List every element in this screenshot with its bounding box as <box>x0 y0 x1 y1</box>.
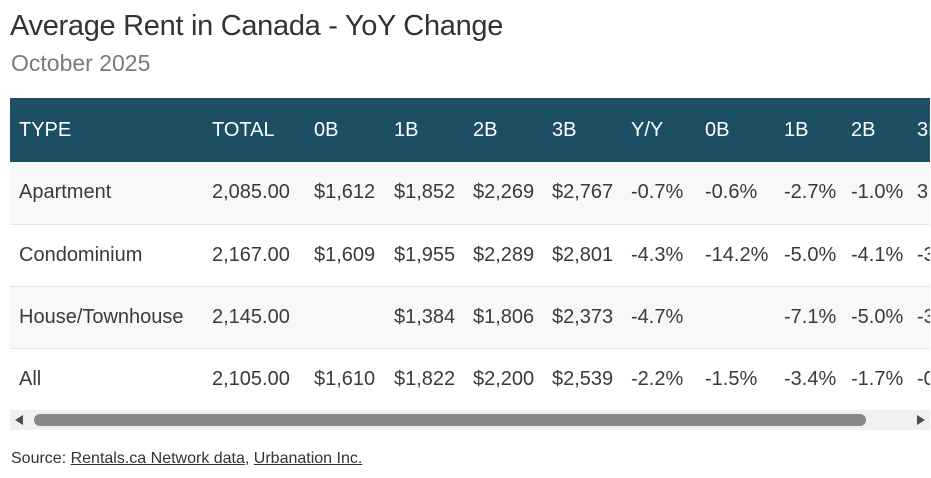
cell-yy: -0.7% <box>622 162 696 225</box>
scrollbar-thumb[interactable] <box>34 414 866 426</box>
cell-yy-2b: -1.7% <box>842 348 908 411</box>
cell-type: Apartment <box>10 162 203 225</box>
column-header-type[interactable]: TYPE <box>19 118 72 141</box>
source-link-rentals[interactable]: Rentals.ca Network data <box>70 450 245 467</box>
cell-yy-3b: -3.9% <box>908 224 930 287</box>
column-header-yy[interactable]: Y/Y <box>631 118 664 141</box>
chart-subtitle: October 2025 <box>11 50 151 76</box>
cell-1b: $1,384 <box>385 286 464 349</box>
source-link-urbanation[interactable]: Urbanation Inc. <box>253 450 363 467</box>
cell-yy-0b <box>696 286 775 349</box>
source-prefix: Source: <box>11 450 71 467</box>
table-row: All 2,105.00 $1,610 $1,822 $2,200 $2,539… <box>10 348 930 411</box>
cell-yy-1b: -7.1% <box>775 286 842 349</box>
cell-1b: $1,822 <box>385 348 464 411</box>
scroll-right-arrow-icon[interactable] <box>917 415 925 425</box>
cell-total: 2,167.00 <box>203 224 305 287</box>
scroll-left-arrow-icon[interactable] <box>15 415 23 425</box>
horizontal-scrollbar[interactable] <box>10 410 930 430</box>
column-header-yy-0b[interactable]: 0B <box>705 118 730 141</box>
cell-yy-2b: -4.1% <box>842 224 908 287</box>
cell-yy-1b: -3.4% <box>775 348 842 411</box>
cell-yy: -4.3% <box>622 224 696 287</box>
cell-yy: -2.2% <box>622 348 696 411</box>
column-header-2b[interactable]: 2B <box>473 118 498 141</box>
cell-2b: $2,289 <box>464 224 543 287</box>
cell-yy-2b: -5.0% <box>842 286 908 349</box>
cell-yy-0b: -14.2% <box>696 224 775 287</box>
source-line: Source: Rentals.ca Network data, Urbanat… <box>11 450 362 468</box>
rent-table-container[interactable]: TYPE TOTAL 0B 1B 2B 3B Y/Y 0B 1B 2B 3B A… <box>10 98 930 430</box>
cell-yy-0b: -0.6% <box>696 162 775 225</box>
source-separator: , <box>244 450 254 467</box>
cell-0b <box>305 286 385 349</box>
cell-3b: $2,373 <box>543 286 622 349</box>
cell-type: All <box>10 348 203 411</box>
column-header-3b[interactable]: 3B <box>552 118 577 141</box>
cell-yy: -4.7% <box>622 286 696 349</box>
column-header-yy-2b[interactable]: 2B <box>851 118 876 141</box>
table-header-row: TYPE TOTAL 0B 1B 2B 3B Y/Y 0B 1B 2B 3B <box>10 98 930 162</box>
cell-total: 2,145.00 <box>203 286 305 349</box>
table-row: Apartment 2,085.00 $1,612 $1,852 $2,269 … <box>10 162 930 225</box>
cell-2b: $2,269 <box>464 162 543 225</box>
cell-yy-3b: -0.9% <box>908 348 930 411</box>
cell-0b: $1,612 <box>305 162 385 225</box>
table-row: House/Townhouse 2,145.00 $1,384 $1,806 $… <box>10 286 930 349</box>
rent-table: TYPE TOTAL 0B 1B 2B 3B Y/Y 0B 1B 2B 3B A… <box>10 98 930 411</box>
cell-yy-3b: 3.9% <box>908 162 930 225</box>
cell-1b: $1,955 <box>385 224 464 287</box>
cell-3b: $2,801 <box>543 224 622 287</box>
chart-title: Average Rent in Canada - YoY Change <box>10 10 504 42</box>
column-header-0b[interactable]: 0B <box>314 118 339 141</box>
cell-0b: $1,609 <box>305 224 385 287</box>
column-header-yy-1b[interactable]: 1B <box>784 118 809 141</box>
cell-type: House/Townhouse <box>10 286 203 349</box>
cell-total: 2,085.00 <box>203 162 305 225</box>
table-row: Condominium 2,167.00 $1,609 $1,955 $2,28… <box>10 224 930 287</box>
cell-type: Condominium <box>10 224 203 287</box>
cell-3b: $2,539 <box>543 348 622 411</box>
cell-1b: $1,852 <box>385 162 464 225</box>
column-header-total[interactable]: TOTAL <box>212 118 275 141</box>
cell-yy-3b: -3.4% <box>908 286 930 349</box>
cell-yy-1b: -5.0% <box>775 224 842 287</box>
cell-2b: $2,200 <box>464 348 543 411</box>
cell-3b: $2,767 <box>543 162 622 225</box>
cell-yy-1b: -2.7% <box>775 162 842 225</box>
cell-yy-0b: -1.5% <box>696 348 775 411</box>
cell-2b: $1,806 <box>464 286 543 349</box>
cell-yy-2b: -1.0% <box>842 162 908 225</box>
column-header-yy-3b[interactable]: 3B <box>917 118 930 141</box>
column-header-1b[interactable]: 1B <box>394 118 419 141</box>
cell-total: 2,105.00 <box>203 348 305 411</box>
cell-0b: $1,610 <box>305 348 385 411</box>
